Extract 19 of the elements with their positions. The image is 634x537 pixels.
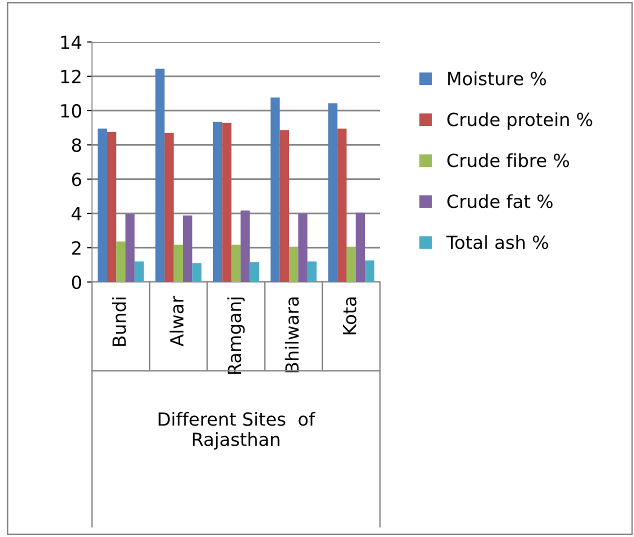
y-tick-label: 0 [72, 275, 82, 290]
legend-label: Moisture % [448, 71, 546, 86]
legend-label: Crude fibre % [447, 153, 570, 168]
y-tick-label: 14 [61, 36, 82, 49]
legend-label: Total ash % [446, 235, 548, 250]
x-tick-label: Bundi [112, 298, 126, 346]
y-tick-label: 2 [72, 241, 80, 255]
x-tick-label: Kota [343, 298, 356, 334]
x-tick-label: Alwar [170, 296, 184, 346]
x-tick-label: Bhilwara [284, 298, 299, 372]
y-tick-label: 12 [61, 70, 80, 84]
y-tick-label: 6 [72, 172, 82, 186]
legend-label: Crude protein % [447, 112, 592, 130]
y-tick-label: 10 [61, 104, 82, 118]
x-tick-label: Ramganj [227, 298, 245, 374]
y-tick-label: 4 [72, 207, 82, 220]
x-axis-title: Different Sites of Rajasthan [158, 412, 316, 450]
legend-label: Crude fat % [447, 194, 553, 208]
y-tick-label: 8 [72, 138, 82, 152]
